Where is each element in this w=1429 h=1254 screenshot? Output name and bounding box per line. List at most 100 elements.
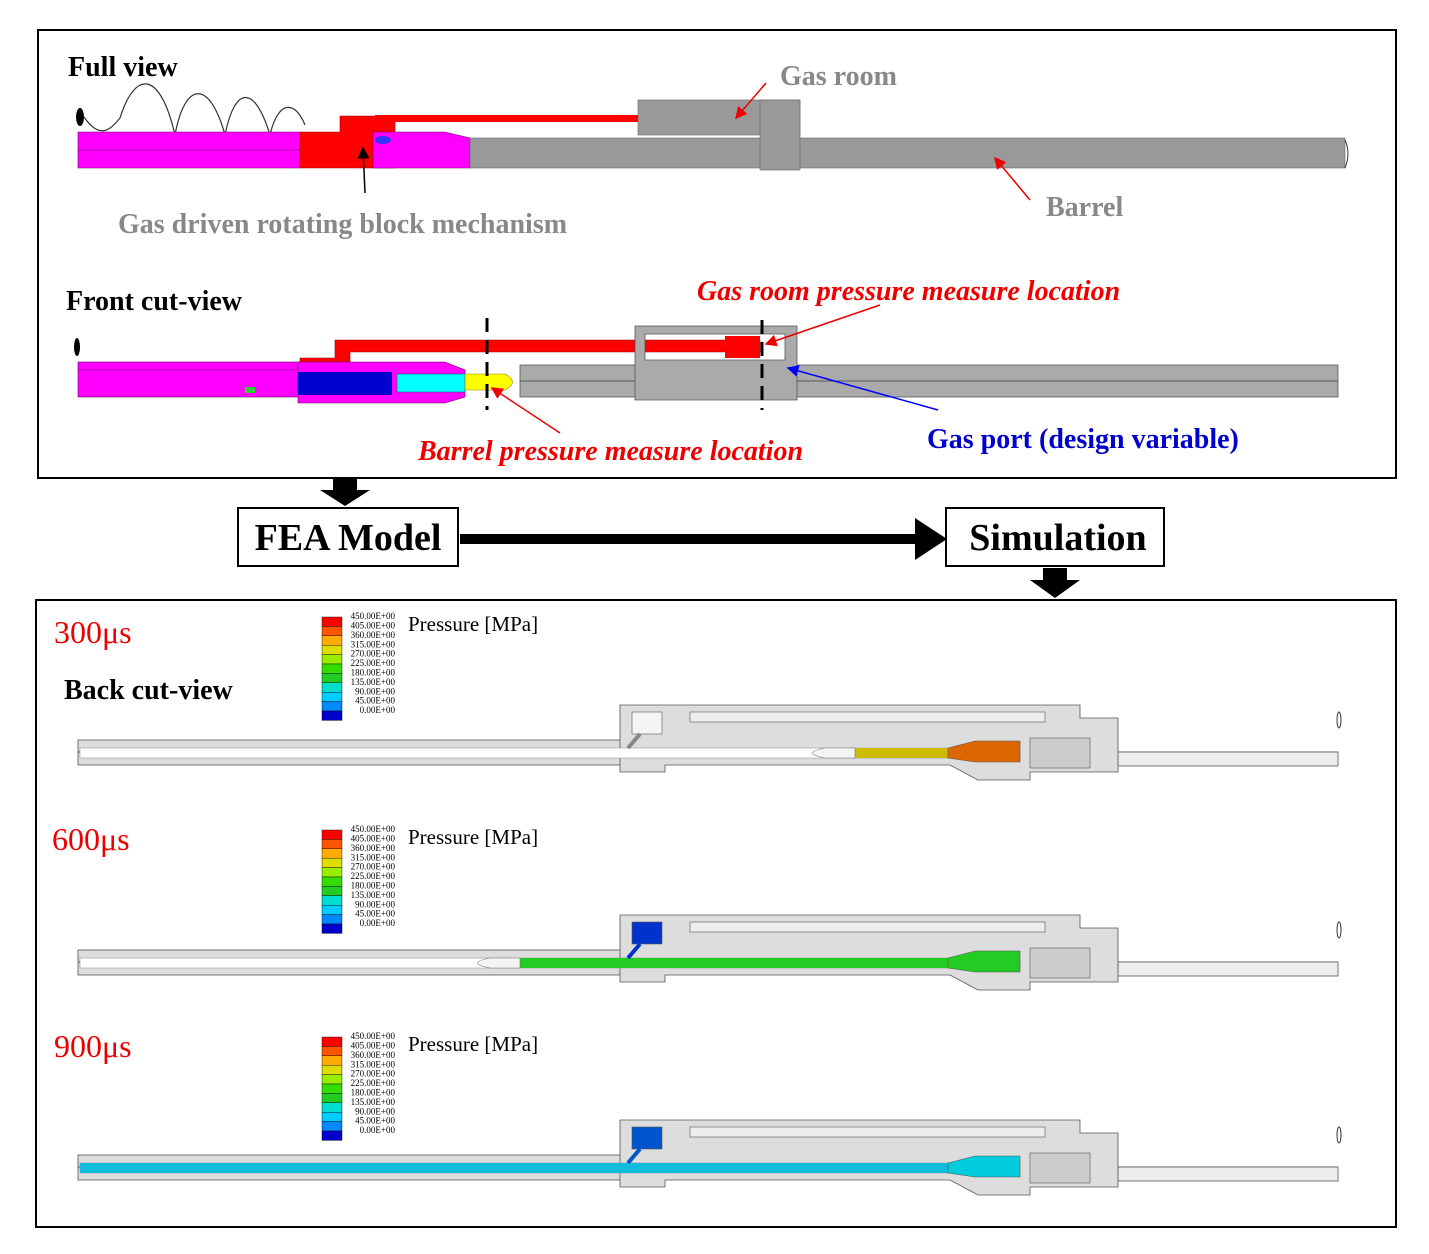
back-cut-view-drawing	[77, 914, 1342, 991]
chamber-fill	[947, 1155, 1021, 1178]
legend-title: Pressure [MPa]	[408, 825, 538, 849]
legend-label: 405.00E+00	[351, 1040, 396, 1050]
bullet	[812, 747, 856, 759]
legend-swatch	[321, 1046, 343, 1057]
label: Simulation	[969, 517, 1146, 559]
legend-label: 315.00E+00	[351, 1059, 396, 1069]
legend-label: 405.00E+00	[351, 833, 396, 843]
label: Barrel pressure measure location	[417, 436, 803, 467]
label: FEA Model	[255, 517, 442, 559]
time-label: 900μs	[54, 1028, 132, 1064]
label: Barrel	[1046, 192, 1123, 223]
legend-label: 90.00E+00	[355, 899, 395, 909]
legend-swatch	[321, 1111, 343, 1122]
gas-port	[626, 1147, 642, 1165]
legend-swatch	[321, 1121, 343, 1132]
legend-swatch	[321, 1102, 343, 1113]
legend-swatch	[321, 914, 343, 925]
legend-label: 270.00E+00	[351, 862, 396, 872]
label: Back cut-view	[64, 675, 234, 706]
legend-swatch	[321, 858, 343, 868]
legend-label: 135.00E+00	[351, 890, 396, 900]
legend-swatch	[321, 645, 343, 655]
gas-room	[631, 711, 663, 735]
legend-swatch	[321, 923, 343, 934]
legend-swatch	[321, 905, 343, 915]
legend-label: 225.00E+00	[351, 871, 396, 881]
time-label: 600μs	[52, 821, 130, 857]
legend-title: Pressure [MPa]	[408, 1032, 538, 1056]
gas-room	[631, 1126, 663, 1150]
op-rod	[689, 1126, 1046, 1138]
legend-swatch	[321, 1036, 343, 1047]
label: Gas driven rotating block mechanism	[118, 209, 567, 240]
legend-label: 225.00E+00	[351, 1078, 396, 1088]
cap	[1336, 1126, 1342, 1144]
legend-label: 450.00E+00	[351, 611, 396, 621]
box	[237, 507, 459, 567]
back-cut-view-drawing	[77, 704, 1342, 781]
legend-title: Pressure [MPa]	[408, 612, 538, 636]
legend-swatch	[321, 701, 343, 712]
flow-arrows	[320, 478, 1080, 598]
legend-label: 45.00E+00	[355, 696, 395, 706]
legend-label: 315.00E+00	[351, 639, 396, 649]
legend-label: 0.00E+00	[360, 1125, 396, 1135]
label: Full view	[68, 52, 178, 83]
model-frame	[37, 29, 1397, 479]
legend-label: 180.00E+00	[351, 667, 396, 677]
legend-swatch	[321, 848, 343, 859]
label: Gas port (design variable)	[927, 424, 1239, 455]
gas-port	[626, 732, 642, 750]
legend-swatch	[321, 1074, 343, 1085]
legend-swatch	[321, 692, 343, 702]
chamber-fill	[947, 950, 1021, 973]
time-label: 300μs	[54, 614, 132, 650]
legend-swatch	[321, 1055, 343, 1066]
legend-label: 45.00E+00	[355, 909, 395, 919]
box	[945, 507, 1165, 567]
label: Gas room pressure measure location	[697, 276, 1120, 307]
chamber-fill	[947, 740, 1021, 763]
legend-swatch	[321, 867, 343, 878]
legend-swatch	[321, 829, 343, 840]
legend-swatch	[321, 839, 343, 850]
legend-swatch	[321, 886, 343, 897]
back-cut-view-drawing	[77, 1119, 1342, 1196]
front-cut-view-drawing	[74, 304, 1339, 434]
legend-label: 90.00E+00	[355, 686, 395, 696]
bullet	[477, 957, 521, 969]
legend-label: 315.00E+00	[351, 852, 396, 862]
barrel	[1117, 1166, 1339, 1182]
legend-label: 0.00E+00	[360, 918, 396, 928]
legend-swatch	[321, 616, 343, 627]
bolt	[1029, 737, 1091, 769]
pressure-fill	[855, 748, 950, 758]
legend-swatch	[321, 1093, 343, 1104]
legend-swatch	[321, 1064, 343, 1075]
simulation-frame	[35, 599, 1397, 1228]
barrel	[1117, 751, 1339, 767]
cap	[1336, 921, 1342, 939]
legend-label: 360.00E+00	[351, 1050, 396, 1060]
legend-swatch	[321, 654, 343, 665]
legend-label: 360.00E+00	[351, 843, 396, 853]
full-view-drawing	[76, 82, 1349, 201]
legend-swatch	[321, 663, 343, 674]
legend-label: 45.00E+00	[355, 1116, 395, 1126]
pressure-fill	[700, 958, 950, 968]
legend-label: 180.00E+00	[351, 1087, 396, 1097]
legend-label: 405.00E+00	[351, 620, 396, 630]
op-rod	[689, 711, 1046, 723]
legend-swatch	[321, 1130, 343, 1141]
legend-label: 90.00E+00	[355, 1106, 395, 1116]
label: Front cut-view	[66, 286, 243, 317]
legend-swatch	[321, 635, 343, 646]
legend-label: 450.00E+00	[351, 1031, 396, 1041]
legend-swatch	[321, 626, 343, 637]
label: Gas room	[780, 61, 897, 92]
legend-label: 360.00E+00	[351, 630, 396, 640]
legend-swatch	[321, 895, 343, 906]
barrel	[1117, 961, 1339, 977]
